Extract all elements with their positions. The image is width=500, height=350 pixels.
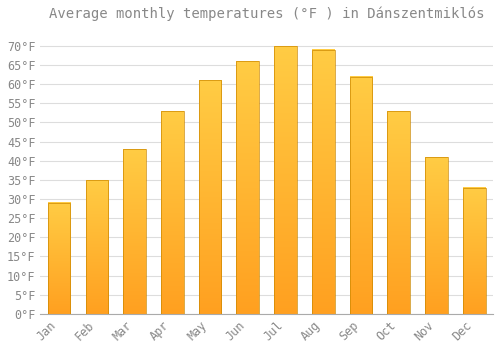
Bar [199, 80, 222, 314]
Bar [274, 46, 297, 314]
Bar [350, 77, 372, 314]
Bar [312, 50, 334, 314]
Title: Average monthly temperatures (°F ) in Dánszentmiklós: Average monthly temperatures (°F ) in Dá… [49, 7, 484, 21]
Bar [236, 61, 259, 314]
Bar [86, 180, 108, 314]
Bar [161, 111, 184, 314]
Bar [124, 149, 146, 314]
Bar [463, 188, 485, 314]
Bar [425, 157, 448, 314]
Bar [48, 203, 70, 314]
Bar [388, 111, 410, 314]
